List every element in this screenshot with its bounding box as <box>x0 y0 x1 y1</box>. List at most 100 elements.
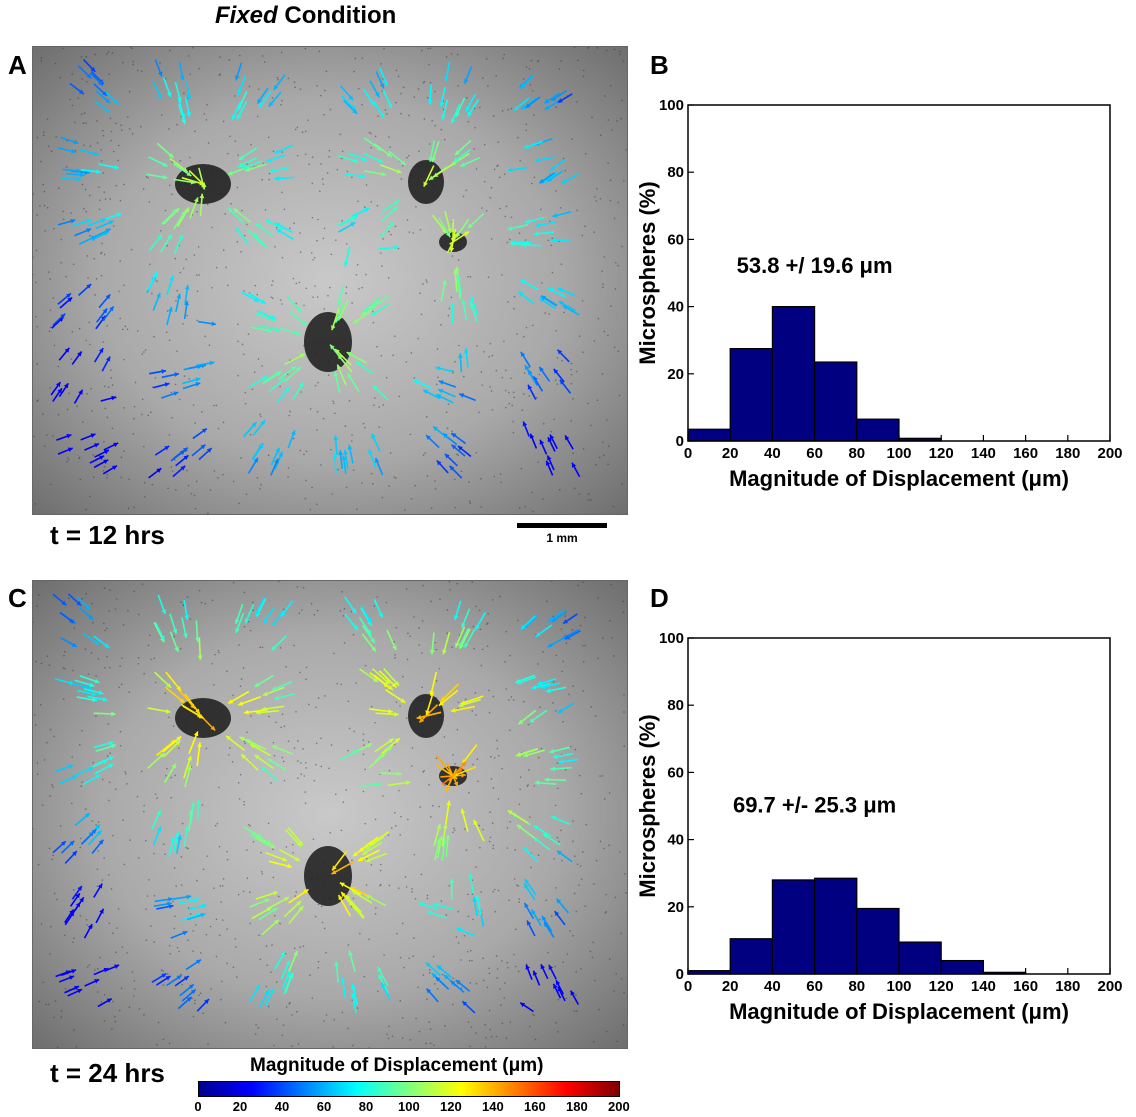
displacement-arrowhead <box>94 979 100 984</box>
speckle <box>434 641 436 644</box>
speckle <box>599 197 602 200</box>
speckle <box>79 744 81 746</box>
speckle <box>351 302 353 304</box>
displacement-arrowhead <box>168 897 173 902</box>
speckle <box>72 263 75 266</box>
speckle <box>57 187 60 190</box>
speckle <box>589 950 592 953</box>
speckle <box>488 840 491 843</box>
speckle <box>426 281 428 283</box>
speckle <box>345 486 348 489</box>
speckle <box>153 657 156 660</box>
displacement-arrowhead <box>542 833 548 839</box>
speckle <box>580 878 583 880</box>
speckle <box>108 73 110 75</box>
speckle <box>468 791 470 794</box>
speckle <box>138 613 140 616</box>
displacement-arrowhead <box>272 745 278 750</box>
displacement-arrowhead <box>186 95 192 101</box>
speckle <box>397 75 400 78</box>
speckle <box>164 209 167 212</box>
speckle <box>540 747 543 750</box>
displacement-arrowhead <box>190 989 196 995</box>
displacement-arrowhead <box>172 628 178 634</box>
displacement-arrowhead <box>211 321 217 327</box>
displacement-arrowhead <box>556 850 562 856</box>
displacement-arrowhead <box>90 66 96 72</box>
speckle <box>511 404 514 407</box>
displacement-arrowhead <box>164 382 170 387</box>
speckle <box>515 333 518 335</box>
speckle <box>483 143 486 146</box>
speckle <box>42 183 44 186</box>
speckle <box>182 267 185 270</box>
speckle <box>251 601 254 604</box>
displacement-arrowhead <box>270 843 276 849</box>
displacement-arrowhead <box>278 451 283 457</box>
speckle <box>268 178 270 181</box>
speckle <box>391 827 393 829</box>
speckle <box>482 351 485 353</box>
speckle <box>405 588 408 590</box>
speckle <box>566 953 569 955</box>
speckle <box>365 884 368 886</box>
displacement-arrowhead <box>441 114 446 120</box>
x-tick-label: 80 <box>848 978 865 995</box>
speckle <box>453 829 456 832</box>
speckle <box>169 952 171 955</box>
speckle <box>596 47 599 49</box>
speckle <box>413 853 416 856</box>
speckle <box>166 244 169 247</box>
speckle <box>505 688 508 690</box>
displacement-arrowhead <box>79 897 84 903</box>
speckle <box>103 587 106 589</box>
speckle <box>198 67 200 70</box>
speckle <box>244 391 247 394</box>
speckle <box>311 997 314 1000</box>
speckle <box>174 774 177 777</box>
speckle <box>175 885 177 887</box>
speckle <box>187 55 190 57</box>
speckle <box>608 844 610 847</box>
displacement-arrowhead <box>461 761 467 767</box>
displacement-arrowhead <box>518 719 524 725</box>
displacement-arrowhead <box>233 208 239 214</box>
displacement-arrowhead <box>469 302 475 307</box>
speckle <box>324 695 326 697</box>
speckle <box>140 125 142 128</box>
displacement-arrowhead <box>555 980 561 986</box>
displacement-arrowhead <box>521 104 527 110</box>
speckle <box>252 609 254 612</box>
speckle <box>246 877 249 879</box>
displacement-arrowhead <box>535 222 541 228</box>
speckle <box>475 1032 477 1034</box>
speckle <box>509 1021 512 1023</box>
speckle <box>466 893 469 896</box>
speckle <box>89 145 92 147</box>
displacement-arrowhead <box>274 458 279 464</box>
speckle <box>351 859 353 862</box>
speckle <box>153 335 155 338</box>
speckle <box>122 624 125 626</box>
speckle <box>81 421 84 423</box>
displacement-arrowhead <box>103 459 109 465</box>
speckle <box>312 259 314 261</box>
speckle <box>170 193 173 196</box>
displacement-arrowhead <box>520 1002 526 1008</box>
speckle <box>496 747 499 750</box>
speckle <box>287 77 290 80</box>
speckle <box>506 827 509 829</box>
speckle <box>117 144 120 147</box>
displacement-arrowhead <box>557 287 563 293</box>
displacement-arrowhead <box>159 753 165 758</box>
displacement-arrowhead <box>353 158 359 163</box>
displacement-arrowhead <box>426 988 432 994</box>
speckle <box>66 408 69 411</box>
speckle <box>87 277 89 279</box>
speckle <box>446 609 449 611</box>
speckle <box>142 188 145 190</box>
displacement-arrowhead <box>353 750 359 755</box>
speckle <box>186 314 188 317</box>
speckle <box>195 274 198 276</box>
speckle <box>213 404 215 407</box>
